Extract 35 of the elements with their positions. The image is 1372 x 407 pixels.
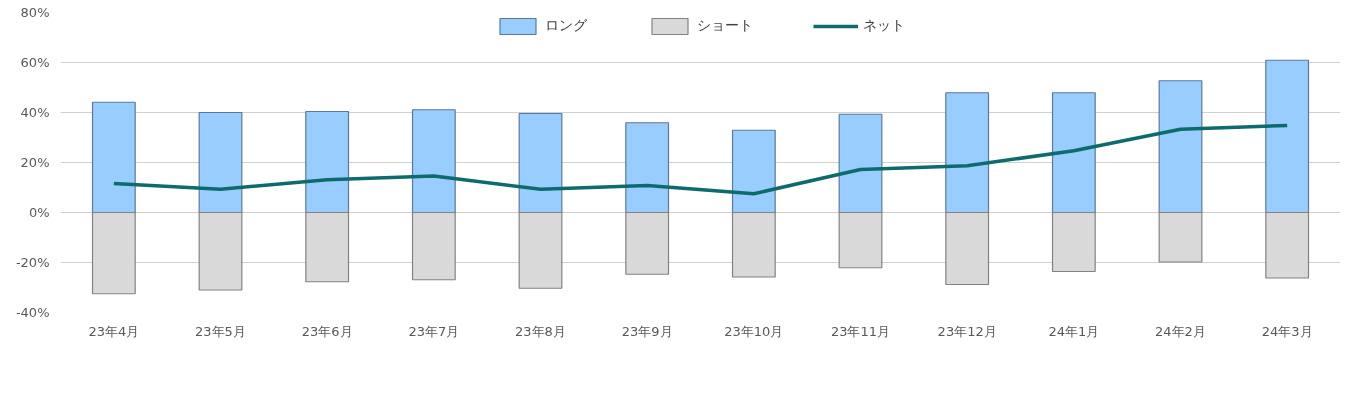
y-tick-label: 80% [20,5,50,20]
y-tick-label: -20% [15,255,50,270]
x-tick-label: 23年9月 [621,323,673,339]
bar [305,110,350,214]
x-tick-label: 23年4月 [88,323,140,339]
bar [91,101,136,214]
y-tick-label: 60% [20,55,50,70]
x-tick-label: 23年11月 [830,323,891,339]
x-tick-label: 23年10月 [724,323,784,339]
x-tick-label: 23年12月 [937,323,997,339]
x-tick-label: 23年7月 [408,323,460,339]
legend-label: ショート [697,17,753,35]
bar [1265,59,1310,214]
legend-label: ネット [863,17,905,35]
bar [1051,92,1096,214]
bar [731,129,776,214]
y-tick-label: 40% [20,105,50,120]
x-tick-label: 24年2月 [1155,323,1206,339]
x-tick-label: 23年6月 [301,323,353,339]
x-tick-label: 24年3月 [1261,323,1313,339]
legend-label: ロング [545,17,587,35]
x-tick-label: 23年5月 [195,323,246,339]
bar [518,112,563,214]
y-tick-label: 0% [28,205,50,220]
bar [838,113,883,214]
y-tick-label: 20% [20,155,50,170]
bar [945,92,990,214]
bar [1158,80,1203,214]
y-tick-label: -40% [15,305,50,320]
bar [411,109,456,214]
line-series [112,123,1289,196]
x-tick-label: 24年1月 [1048,323,1100,339]
bar [198,111,243,214]
x-tick-label: 23年8月 [515,323,566,339]
bar [625,122,670,214]
